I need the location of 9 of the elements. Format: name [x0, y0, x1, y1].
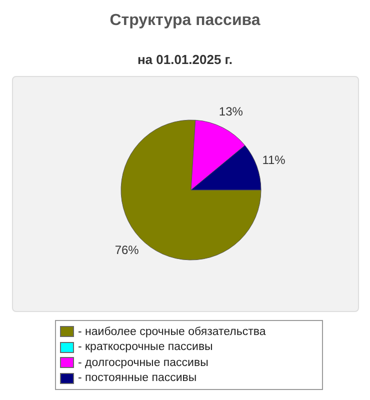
legend-label: - постоянные пассивы: [78, 372, 197, 384]
legend-label: - наиболее срочные обязательства: [78, 326, 266, 338]
chart-title: Структура пассива: [108, 12, 262, 30]
legend-label: - долгосрочные пассивы: [78, 356, 208, 369]
data-label: 13%: [218, 104, 244, 119]
data-label: 11%: [262, 153, 286, 168]
legend-label: - краткосрочные пассивы: [78, 341, 213, 354]
data-label: 76%: [114, 243, 140, 258]
chart-subtitle: на 01.01.2025 г.: [136, 52, 234, 67]
